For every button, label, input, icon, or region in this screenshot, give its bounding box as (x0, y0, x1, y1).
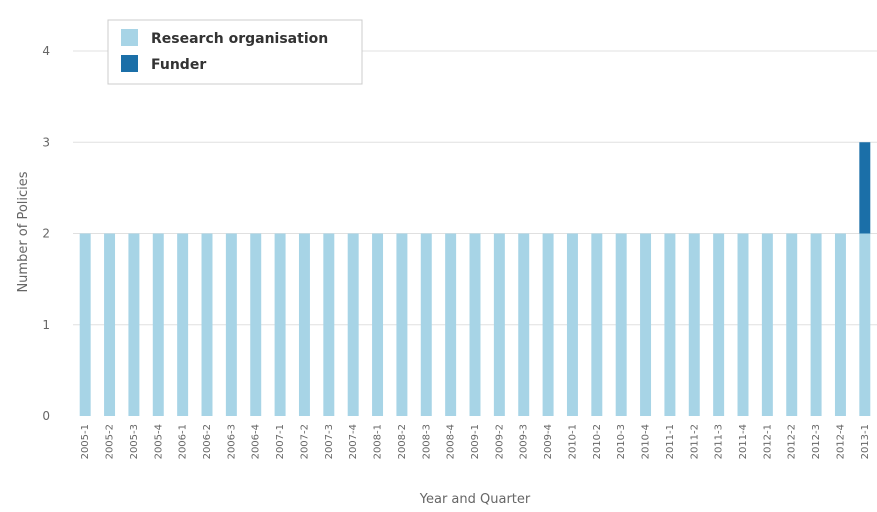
y-axis-ticks: 0 1 2 3 4 (42, 44, 50, 423)
x-tick-label: 2007-1 (275, 424, 286, 459)
bar-research-organisation (640, 233, 652, 416)
x-tick-label: 2011-3 (714, 424, 725, 459)
x-tick-label: 2009-3 (519, 424, 530, 459)
x-tick-label: 2008-2 (397, 424, 408, 459)
bar-research-organisation (493, 233, 505, 416)
x-tick-label: 2006-4 (251, 424, 262, 459)
x-tick-label: 2007-4 (348, 424, 359, 459)
bar-research-organisation (372, 233, 384, 416)
bar-research-organisation (834, 233, 846, 416)
x-tick-label: 2006-2 (202, 424, 213, 459)
bar-research-organisation (518, 233, 530, 416)
x-tick-label: 2005-2 (105, 424, 116, 459)
bar-research-organisation (250, 233, 262, 416)
x-tick-label: 2012-1 (762, 424, 773, 459)
bar-research-organisation (177, 233, 189, 416)
x-tick-label: 2007-3 (324, 424, 335, 459)
bar-research-organisation (274, 233, 286, 416)
legend-swatch-research-organisation (121, 29, 138, 46)
x-tick-label: 2007-2 (299, 424, 310, 459)
x-tick-label: 2012-3 (811, 424, 822, 459)
bar-research-organisation (713, 233, 725, 416)
bar-research-organisation (810, 233, 822, 416)
x-tick-label: 2009-2 (494, 424, 505, 459)
x-tick-label: 2011-4 (738, 424, 749, 459)
bar-research-organisation (323, 233, 335, 416)
x-tick-label: 2010-4 (641, 424, 652, 459)
bar-research-organisation (591, 233, 603, 416)
x-tick-label: 2011-2 (689, 424, 700, 459)
x-tick-label: 2005-1 (80, 424, 91, 459)
x-tick-label: 2008-3 (421, 424, 432, 459)
bar-research-organisation (79, 233, 91, 416)
legend: Research organisation Funder (107, 19, 363, 85)
bar-research-organisation (347, 233, 359, 416)
bar-research-organisation (420, 233, 432, 416)
y-tick-label: 3 (42, 135, 50, 149)
bar-research-organisation (396, 233, 408, 416)
bar-research-organisation (664, 233, 676, 416)
x-tick-label: 2012-4 (835, 424, 846, 459)
legend-swatch-funder (121, 55, 138, 72)
legend-label-funder: Funder (151, 57, 206, 73)
legend-box (107, 19, 363, 85)
y-tick-label: 2 (42, 227, 50, 241)
y-axis-label: Number of Policies (16, 171, 31, 292)
x-axis-ticks: 2005-1 2005-2 2005-3 2005-4 2006-1 2006-2 2006… (80, 424, 871, 459)
x-tick-label: 2006-1 (178, 424, 189, 459)
bar-research-organisation (225, 233, 237, 416)
y-tick-label: 4 (42, 44, 50, 58)
x-tick-label: 2010-1 (567, 424, 578, 459)
bar-research-organisation (104, 233, 116, 416)
x-tick-label: 2011-1 (665, 424, 676, 459)
x-tick-label: 2010-2 (592, 424, 603, 459)
bar-research-organisation (298, 233, 310, 416)
x-tick-label: 2008-1 (373, 424, 384, 459)
bar-research-organisation (152, 233, 164, 416)
y-tick-label: 1 (42, 318, 50, 332)
bar-research-organisation (859, 233, 871, 416)
x-tick-label: 2009-1 (470, 424, 481, 459)
bar-research-organisation (615, 233, 627, 416)
x-tick-label: 2009-4 (543, 424, 554, 459)
bar-research-organisation (445, 233, 457, 416)
x-tick-label: 2010-3 (616, 424, 627, 459)
bar-research-organisation (128, 233, 140, 416)
x-tick-label: 2008-4 (446, 424, 457, 459)
bar-research-organisation (201, 233, 213, 416)
x-axis-label: Year and Quarter (419, 492, 531, 507)
x-tick-label: 2013-1 (860, 424, 871, 459)
legend-label-research-organisation: Research organisation (151, 31, 328, 47)
bar-funder (859, 142, 871, 234)
x-tick-label: 2012-2 (787, 424, 798, 459)
y-tick-label: 0 (42, 409, 50, 423)
bar-research-organisation (761, 233, 773, 416)
x-tick-label: 2006-3 (226, 424, 237, 459)
bar-research-organisation (566, 233, 578, 416)
bar-research-organisation (737, 233, 749, 416)
x-tick-label: 2005-4 (153, 424, 164, 459)
x-tick-label: 2005-3 (129, 424, 140, 459)
bar-research-organisation (688, 233, 700, 416)
bar-research-organisation (469, 233, 481, 416)
bar-research-organisation (786, 233, 798, 416)
bars (79, 142, 871, 416)
bar-research-organisation (542, 233, 554, 416)
